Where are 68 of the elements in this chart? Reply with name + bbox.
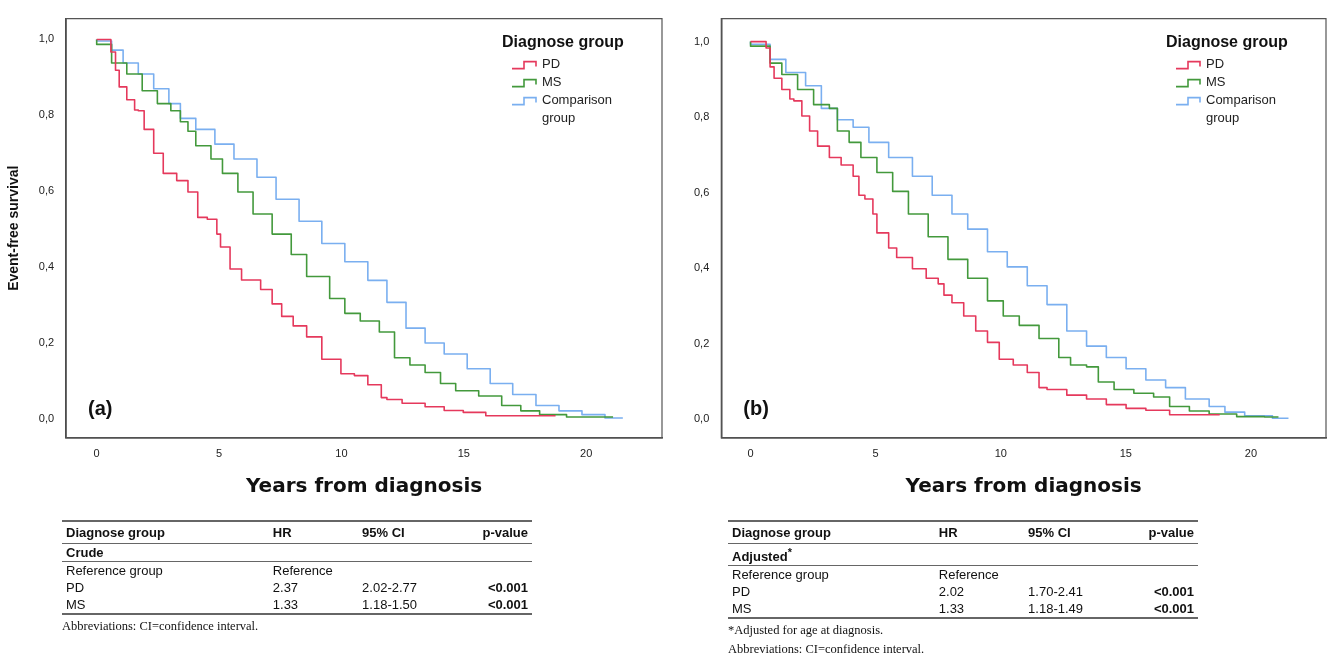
x-tick-label: 10 — [335, 447, 348, 460]
legend-label: Comparison group — [1206, 92, 1277, 126]
text: Adjusted$^{*}$ — [728, 543, 1198, 566]
text: PD — [731, 583, 752, 601]
y-tick-label: 0,8 — [693, 110, 710, 123]
text: HR — [934, 521, 1025, 544]
text: Reference — [937, 566, 1000, 584]
annotation: (a) — [88, 396, 113, 419]
annotation: (b) — [743, 396, 769, 419]
x-tick-label: 15 — [457, 447, 470, 460]
text: <0.001 — [486, 579, 529, 596]
y-tick-label: 0,6 — [693, 185, 710, 198]
text: p-value — [461, 521, 532, 544]
y-tick-label: 0,6 — [38, 184, 55, 197]
text: p-value — [1127, 521, 1198, 544]
text: 2.37 — [271, 579, 300, 596]
text: Crude — [62, 543, 532, 562]
legend-label: PD — [542, 56, 561, 72]
text: PD — [65, 579, 86, 596]
text: <0.001 — [1127, 600, 1198, 619]
x-axis-title: Years from diagnosis — [244, 473, 483, 498]
text: Reference — [271, 562, 334, 579]
y-tick-label: 0,0 — [38, 411, 55, 424]
text: <0.001 — [1152, 583, 1195, 601]
y-tick-label: 0,2 — [38, 335, 55, 348]
text: <0.001 — [461, 596, 532, 614]
text: 2.02 — [937, 583, 966, 601]
x-tick-label: 5 — [872, 447, 879, 460]
x-tick-label: 15 — [1119, 447, 1132, 460]
text: Diagnose group — [62, 521, 269, 544]
x-tick-label: 0 — [93, 447, 100, 460]
y-tick-label: 0,4 — [693, 261, 710, 274]
legend-label: MS — [542, 74, 562, 90]
text: Reference group — [731, 566, 830, 584]
text: Abbreviations: CI=confidence interval. — [62, 618, 260, 634]
legend-label: PD — [1206, 56, 1225, 72]
text: 95% CI — [1024, 521, 1128, 544]
text: MS — [728, 600, 935, 619]
text: 1.33 — [934, 600, 1025, 619]
y-tick-label: 0,2 — [693, 336, 710, 349]
y-axis-title: Event-free survival — [5, 165, 22, 291]
x-tick-label: 0 — [747, 447, 754, 460]
legend-title: Diagnose group — [1166, 33, 1289, 51]
text: 95% CI — [358, 521, 462, 544]
text: 2.02-2.77 — [361, 579, 419, 596]
y-tick-label: 0,8 — [38, 108, 55, 121]
text: *Adjusted for age at diagnosis. — [728, 622, 885, 639]
x-tick-label: 20 — [1244, 447, 1258, 460]
x-tick-label: 5 — [215, 447, 223, 460]
y-tick-label: 0,4 — [38, 260, 55, 273]
legend-label: Comparison group — [542, 92, 613, 126]
text: Reference group — [65, 562, 164, 579]
x-tick-label: 10 — [994, 447, 1007, 460]
y-tick-label: 1,0 — [38, 32, 55, 45]
text: HR — [268, 521, 359, 544]
x-axis-title: Years from diagnosis — [904, 473, 1142, 498]
text: 1.18-1.49 — [1024, 600, 1128, 619]
x-tick-label: 20 — [580, 447, 593, 460]
legend-label: MS — [1206, 74, 1226, 90]
legend-title: Diagnose group — [502, 33, 625, 51]
text: Abbreviations: CI=confidence interval. — [728, 641, 926, 658]
text: 1.18-1.50 — [358, 596, 462, 614]
text: MS — [62, 596, 269, 614]
y-tick-label: 0,0 — [693, 411, 710, 424]
text: Diagnose group — [728, 521, 935, 544]
text: 1.70-2.41 — [1027, 583, 1085, 601]
y-tick-label: 1,0 — [693, 34, 710, 47]
text: 1.33 — [268, 596, 359, 614]
